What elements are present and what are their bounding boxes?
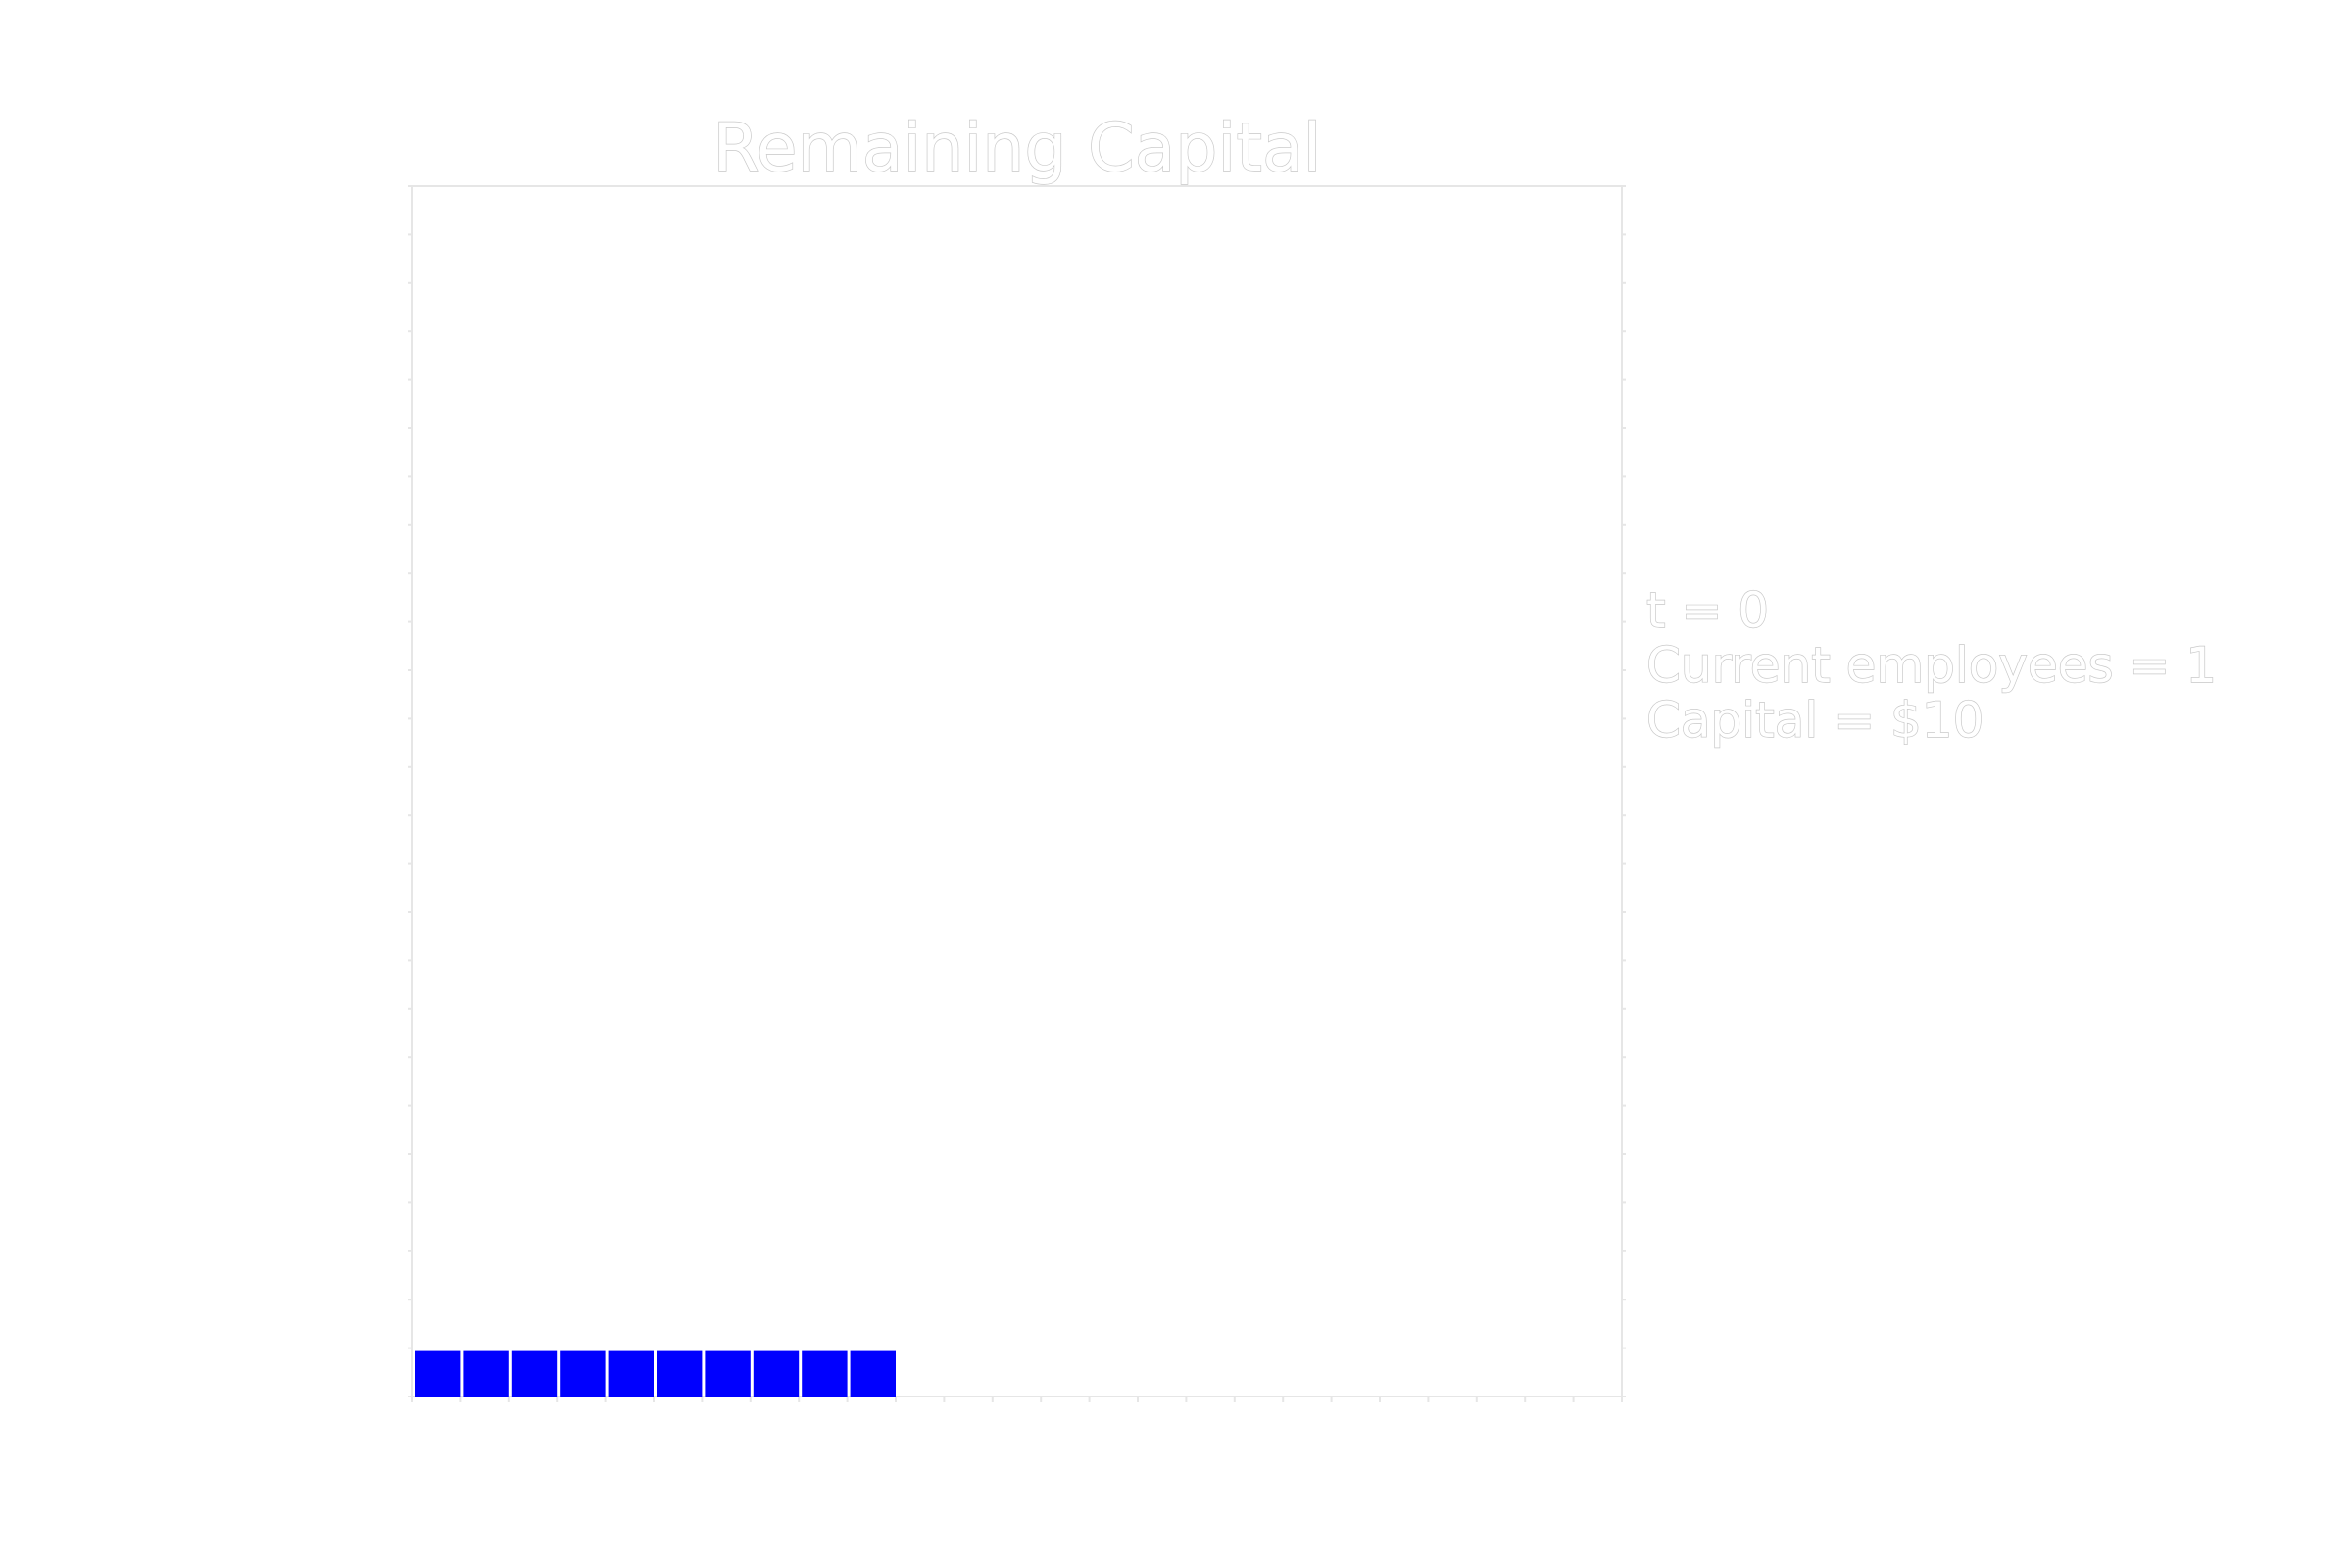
capital-cells [415, 1350, 896, 1396]
capital-cell [560, 1350, 606, 1396]
capital-cell [802, 1350, 848, 1396]
plot-area [408, 185, 1626, 1402]
axis-ticks [408, 185, 1626, 1402]
capital-cell [657, 1350, 703, 1396]
status-annotation: t = 0 Current employees = 1 Capital = $1… [1645, 581, 2217, 749]
capital-cell [705, 1350, 751, 1396]
chart-title: Remaining Capital [712, 110, 1321, 187]
capital-cell [850, 1350, 896, 1396]
capital-cell [511, 1350, 558, 1396]
capital-cell [415, 1350, 461, 1396]
employees-label: Current employees = 1 [1646, 637, 2217, 694]
capital-cell [463, 1350, 509, 1396]
plot-frame [411, 185, 1623, 1397]
capital-label: Capital = $10 [1646, 692, 1984, 749]
capital-cell [608, 1350, 654, 1396]
capital-cell [753, 1350, 800, 1396]
time-label: t = 0 [1646, 582, 1769, 639]
